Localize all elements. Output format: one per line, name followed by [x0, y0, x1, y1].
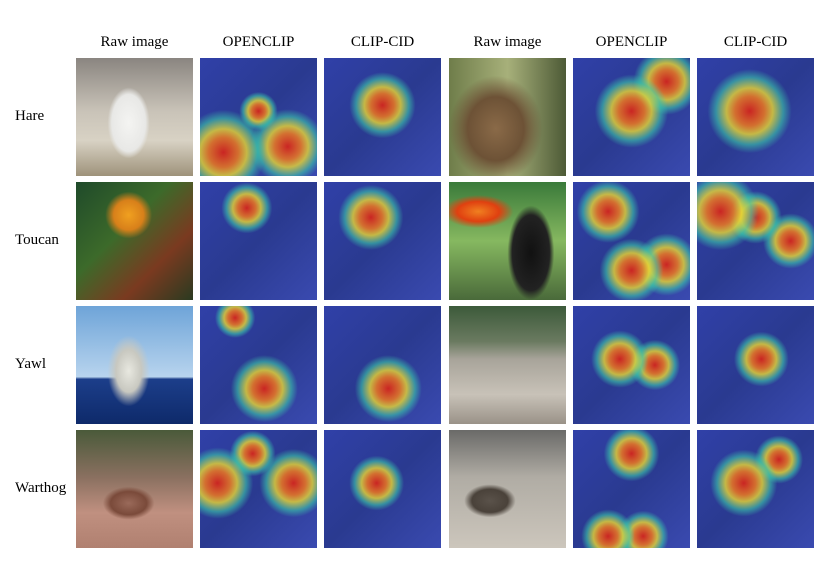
raw-image — [449, 58, 566, 176]
heatmap-image — [324, 306, 441, 424]
column-header: CLIP-CID — [350, 34, 415, 50]
column-header: Raw image — [473, 34, 542, 50]
heatmap-image — [573, 430, 690, 548]
heatmap-image — [200, 58, 317, 176]
raw-image — [449, 430, 566, 548]
heatmap-image — [697, 306, 814, 424]
heatmap-image — [324, 182, 441, 300]
heatmap-image — [573, 182, 690, 300]
raw-image — [449, 182, 566, 300]
raw-image — [76, 306, 193, 424]
heatmap-image — [573, 306, 690, 424]
raw-image — [76, 58, 193, 176]
raw-image — [76, 430, 193, 548]
row-label: Hare — [15, 108, 45, 124]
heatmap-image — [697, 430, 814, 548]
heatmap-image — [697, 182, 814, 300]
column-header: Raw image — [100, 34, 169, 50]
heatmap-image — [200, 182, 317, 300]
heatmap-image — [324, 430, 441, 548]
column-header: OPENCLIP — [222, 34, 295, 50]
heatmap-image — [200, 430, 317, 548]
column-header: OPENCLIP — [595, 34, 668, 50]
raw-image — [76, 182, 193, 300]
heatmap-image — [573, 58, 690, 176]
row-label: Yawl — [15, 356, 46, 372]
raw-image — [449, 306, 566, 424]
column-header: CLIP-CID — [723, 34, 788, 50]
row-label: Warthog — [15, 480, 67, 496]
heatmap-image — [324, 58, 441, 176]
heatmap-image — [697, 58, 814, 176]
row-label: Toucan — [15, 232, 59, 248]
heatmap-image — [200, 306, 317, 424]
